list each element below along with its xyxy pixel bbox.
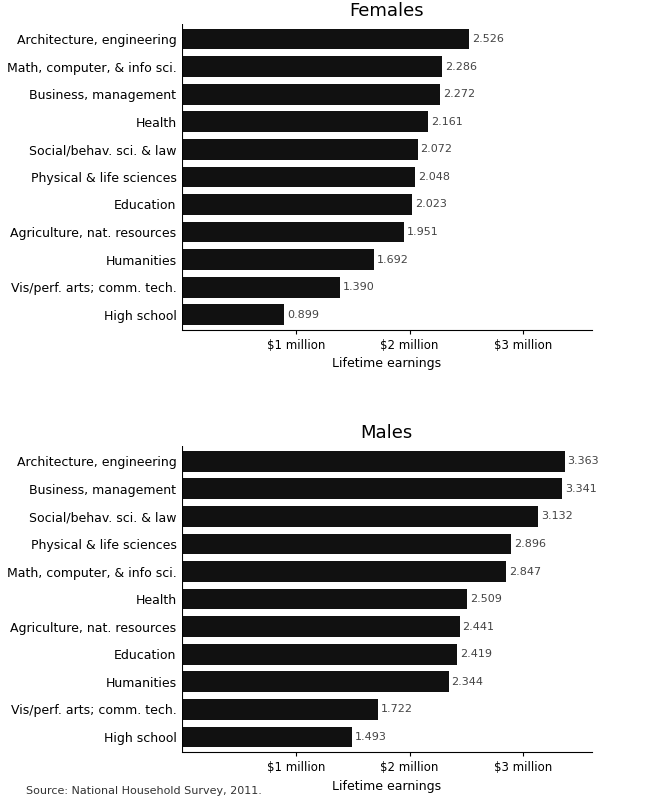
Bar [182, 304, 284, 325]
Bar [182, 699, 378, 720]
Text: 2.072: 2.072 [421, 144, 452, 154]
Bar [182, 589, 467, 610]
Text: 3.341: 3.341 [565, 484, 597, 494]
Text: 2.272: 2.272 [443, 90, 475, 99]
Bar [182, 139, 418, 160]
Text: 2.847: 2.847 [509, 566, 541, 577]
Bar [182, 451, 565, 472]
Text: 2.023: 2.023 [415, 199, 447, 210]
Bar [182, 561, 506, 582]
Text: 2.441: 2.441 [463, 622, 495, 632]
Bar [182, 534, 512, 554]
Bar [182, 671, 448, 692]
Bar [182, 29, 469, 50]
Text: 2.161: 2.161 [431, 117, 462, 127]
Text: 1.390: 1.390 [343, 282, 374, 292]
Bar [182, 194, 412, 215]
Text: 1.493: 1.493 [355, 732, 387, 742]
Text: 2.509: 2.509 [470, 594, 502, 604]
Text: 2.048: 2.048 [418, 172, 450, 182]
Bar [182, 616, 460, 637]
Title: Males: Males [361, 424, 413, 442]
Bar [182, 250, 374, 270]
Text: 2.419: 2.419 [460, 649, 492, 659]
Text: 1.722: 1.722 [381, 704, 413, 714]
Title: Females: Females [350, 2, 424, 20]
Text: Source: National Household Survey, 2011.: Source: National Household Survey, 2011. [26, 786, 262, 796]
X-axis label: Lifetime earnings: Lifetime earnings [332, 779, 441, 793]
Bar [182, 111, 428, 132]
Bar [182, 478, 562, 499]
Bar [182, 166, 415, 187]
Bar [182, 644, 457, 665]
Bar [182, 56, 442, 77]
Bar [182, 84, 441, 105]
Bar [182, 222, 404, 242]
Bar [182, 506, 538, 526]
Text: 3.363: 3.363 [567, 456, 599, 466]
Text: 3.132: 3.132 [541, 511, 573, 522]
Text: 2.344: 2.344 [452, 677, 484, 686]
Bar [182, 726, 352, 747]
Text: 2.526: 2.526 [472, 34, 504, 44]
Text: 2.286: 2.286 [445, 62, 477, 72]
Text: 1.692: 1.692 [377, 254, 410, 265]
X-axis label: Lifetime earnings: Lifetime earnings [332, 358, 441, 370]
Bar [182, 277, 340, 298]
Text: 0.899: 0.899 [287, 310, 319, 320]
Text: 2.896: 2.896 [514, 539, 546, 549]
Text: 1.951: 1.951 [407, 227, 439, 237]
